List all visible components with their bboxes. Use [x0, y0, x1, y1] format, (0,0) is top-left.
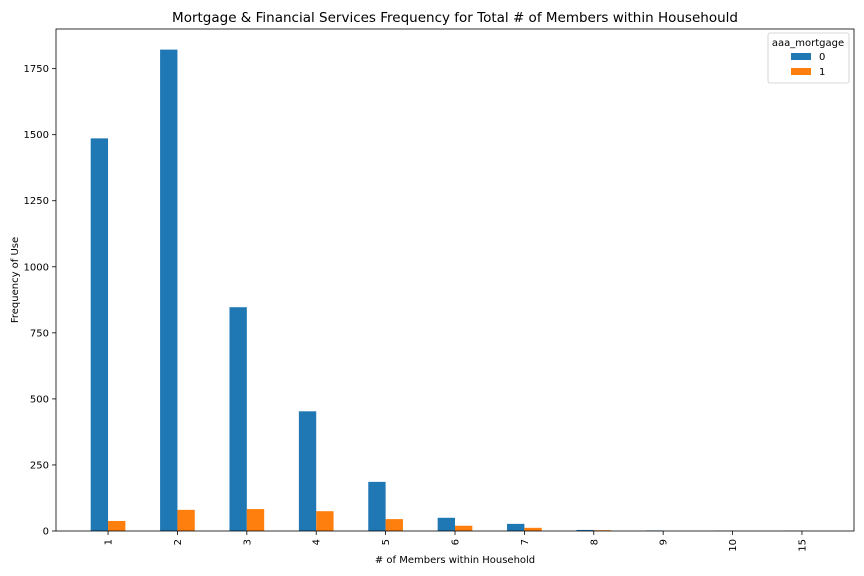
- y-tick-label: 1250: [24, 196, 49, 207]
- x-tick-label: 3: [242, 539, 253, 545]
- x-tick-label: 1: [104, 539, 115, 545]
- x-tick-label: 2: [173, 539, 184, 545]
- bar-series-0-5: [368, 481, 386, 531]
- bar-series-0-4: [298, 411, 317, 531]
- legend: aaa_mortgage 0 1: [767, 32, 850, 84]
- bar-series-1-4: [316, 511, 334, 531]
- y-ticks-group: 0 250 500 750 1000 1250 1500 1750: [24, 64, 56, 538]
- x-ticks-group: 1 2 3 4 5 6 7 8 9 10 15: [104, 531, 808, 552]
- legend-title: aaa_mortgage: [772, 38, 844, 49]
- legend-swatch-1: [791, 68, 811, 75]
- x-tick-label: 6: [451, 539, 462, 545]
- chart-title: Mortgage & Financial Services Frequency …: [172, 10, 738, 26]
- bar-series-0-8: [576, 529, 594, 531]
- bar-series-0-6: [437, 517, 455, 531]
- y-tick-label: 0: [43, 527, 49, 538]
- bar-series-1-1: [108, 520, 126, 531]
- legend-label-0: 0: [819, 52, 825, 63]
- bars-group: [90, 49, 802, 532]
- x-tick-label: 9: [659, 539, 670, 545]
- y-tick-label: 250: [30, 460, 49, 471]
- x-tick-label: 5: [381, 539, 392, 545]
- y-axis-label: Frequency of Use: [10, 237, 21, 323]
- bar-series-0-3: [229, 307, 247, 531]
- x-tick-label: 10: [728, 539, 739, 552]
- y-tick-label: 1000: [24, 262, 49, 273]
- y-tick-label: 1750: [24, 64, 49, 75]
- bar-series-1-3: [246, 509, 265, 531]
- bar-series-1-7: [524, 527, 542, 531]
- y-tick-label: 750: [30, 328, 49, 339]
- bar-series-0-7: [507, 523, 525, 531]
- bar-series-0-2: [160, 49, 178, 532]
- x-axis-label: # of Members within Household: [375, 555, 535, 566]
- bar-series-1-2: [177, 509, 195, 531]
- legend-swatch-0: [791, 53, 811, 60]
- x-tick-label: 7: [520, 539, 531, 545]
- x-tick-label: 15: [797, 539, 808, 552]
- plot-frame: [55, 28, 855, 532]
- y-tick-label: 500: [30, 394, 49, 405]
- bar-series-0-1: [90, 138, 109, 531]
- x-tick-label: 4: [312, 539, 323, 545]
- bar-series-1-6: [455, 525, 473, 531]
- legend-label-1: 1: [819, 67, 825, 78]
- bar-series-1-5: [385, 519, 403, 531]
- y-tick-label: 1500: [24, 130, 49, 141]
- x-tick-label: 8: [589, 539, 600, 545]
